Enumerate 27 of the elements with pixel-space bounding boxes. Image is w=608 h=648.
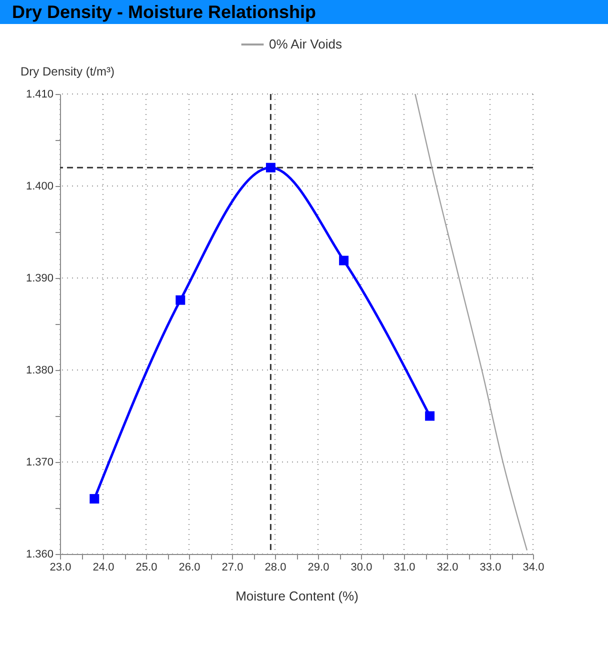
- x-tick-label: 34.0: [522, 562, 544, 574]
- point: [176, 295, 186, 305]
- point: [266, 162, 276, 172]
- y-tick-label: 1.410: [26, 88, 54, 100]
- x-axis-title: Moisture Content (%): [236, 588, 358, 604]
- y-tick-label: 1.370: [26, 456, 54, 468]
- legend-label: 0% Air Voids: [269, 36, 342, 52]
- y-tick-label: 1.360: [26, 548, 54, 560]
- x-tick-label: 25.0: [136, 562, 158, 574]
- x-tick-label: 30.0: [350, 562, 372, 574]
- point: [339, 256, 349, 266]
- x-tick-label: 32.0: [436, 562, 458, 574]
- x-tick-label: 33.0: [480, 562, 502, 574]
- y-tick-label: 1.390: [26, 272, 54, 284]
- point: [90, 494, 100, 504]
- point: [425, 411, 435, 421]
- x-tick-label: 24.0: [92, 562, 114, 574]
- x-tick-label: 28.0: [264, 562, 286, 574]
- x-tick-label: 26.0: [178, 562, 200, 574]
- x-tick-label: 23.0: [50, 562, 72, 574]
- x-tick-label: 27.0: [222, 562, 244, 574]
- chart-title: Dry Density - Moisture Relationship: [0, 0, 608, 24]
- x-tick-label: 31.0: [394, 562, 416, 574]
- y-axis-title: Dry Density (t/m³): [20, 64, 114, 78]
- y-tick-label: 1.400: [26, 180, 54, 192]
- y-tick-label: 1.380: [26, 364, 54, 376]
- x-tick-label: 29.0: [308, 562, 330, 574]
